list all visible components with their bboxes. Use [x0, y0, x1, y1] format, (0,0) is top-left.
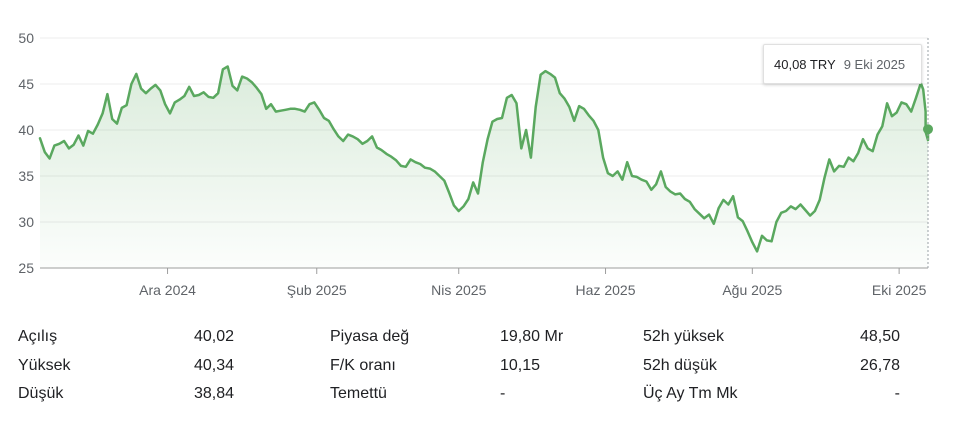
x-tick-label: Haz 2025 [576, 282, 636, 298]
stats-row: Yüksek 40,34 F/K oranı 10,15 52h düşük 2… [0, 357, 960, 381]
stat-value-market-cap: 19,80 Mr [500, 328, 564, 345]
stat-label-dividend: Temettü [330, 385, 387, 402]
stat-label-52w-low: 52h düşük [643, 357, 717, 374]
tooltip-price: 40,08 TRY [774, 56, 836, 72]
price-area [40, 66, 928, 268]
stat-label-open: Açılış [18, 328, 58, 345]
stat-value-52w-high: 48,50 [859, 328, 900, 345]
stat-label-pe-ratio: F/K oranı [330, 357, 396, 374]
stat-value-dividend: - [500, 385, 506, 402]
stat-value-low: 38,84 [193, 385, 234, 402]
stat-value-52w-low: 26,78 [859, 357, 900, 374]
stat-value-3m-avg-volume: - [894, 385, 900, 402]
x-tick-label: Ağu 2025 [722, 282, 782, 298]
stat-label-low: Düşük [18, 385, 64, 402]
stat-label-high: Yüksek [18, 357, 71, 374]
tooltip-date: 9 Eki 2025 [843, 56, 906, 72]
x-tick-label: Nis 2025 [431, 282, 486, 298]
y-tick-label: 25 [18, 260, 34, 276]
y-tick-label: 45 [18, 76, 34, 92]
stat-value-high: 40,34 [193, 357, 234, 374]
price-chart[interactable]: 25 30 35 40 45 50 Ara 2024 Şub 2025 Nis 2025 Haz… [0, 0, 960, 310]
stats-row: Açılış 40,02 Piyasa değ 19,80 Mr 52h yük… [0, 328, 960, 352]
stat-value-open: 40,02 [193, 328, 234, 345]
price-line [38, 65, 930, 253]
stat-label-market-cap: Piyasa değ [330, 328, 410, 345]
price-tooltip: 40,08 TRY 9 Eki 2025 [763, 44, 922, 84]
stat-label-3m-avg-volume: Üç Ay Tm Mk [643, 385, 738, 402]
y-tick-label: 40 [18, 122, 34, 138]
stats-row: Düşük 38,84 Temettü - Üç Ay Tm Mk - [0, 385, 960, 409]
x-tick-label: Ara 2024 [139, 282, 196, 298]
hover-point [923, 124, 933, 135]
y-tick-label: 35 [18, 168, 34, 184]
stat-value-pe-ratio: 10,15 [500, 357, 541, 374]
x-tick-label: Eki 2025 [872, 282, 927, 298]
stat-label-52w-high: 52h yüksek [643, 328, 724, 345]
y-tick-label: 30 [18, 214, 34, 230]
y-tick-label: 50 [18, 30, 34, 46]
x-tick-label: Şub 2025 [287, 282, 347, 298]
